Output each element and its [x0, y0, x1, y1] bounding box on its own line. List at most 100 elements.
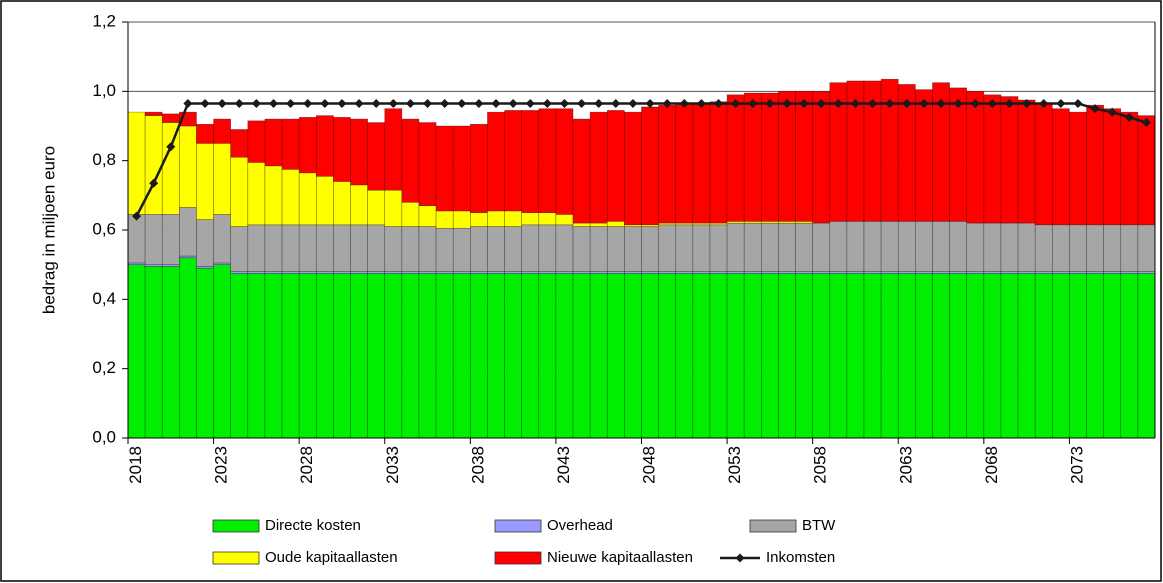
bar-segment [1120, 111, 1139, 226]
bar-segment [589, 111, 608, 224]
legend-label: BTW [802, 517, 836, 534]
bar-segment [915, 221, 933, 272]
bar-segment [692, 224, 711, 272]
bar-segment [606, 110, 625, 222]
bar-segment [1052, 224, 1070, 272]
bar-segment [589, 273, 608, 439]
line-marker [902, 98, 912, 108]
bar-segment [230, 226, 249, 272]
line-marker [1056, 98, 1066, 108]
bar-segment [452, 273, 471, 439]
bar-segment [452, 227, 471, 272]
line-marker [833, 98, 843, 108]
bar-segment [1103, 224, 1122, 272]
bar-segment [333, 224, 351, 272]
bar-segment [812, 222, 831, 272]
bar-segment [281, 224, 300, 272]
line-marker [508, 98, 518, 108]
bar-segment [606, 226, 625, 272]
line-marker [1005, 98, 1015, 108]
bar-segment [761, 273, 779, 439]
x-tick-label: 2063 [896, 446, 915, 484]
bar-segment [350, 224, 368, 272]
bar-segment [897, 273, 916, 439]
bar-segment [350, 273, 368, 439]
bar-segment [333, 117, 351, 182]
bar-segment [641, 106, 659, 226]
legend-swatch [212, 551, 260, 565]
bar-segment [1137, 115, 1156, 226]
bar-segment [966, 273, 985, 439]
x-tick-label: 2043 [554, 446, 573, 484]
bar-segment [795, 273, 813, 439]
bar-segment [1137, 224, 1156, 272]
bar-segment [213, 118, 231, 144]
bar-segment [298, 172, 317, 226]
bar-segment [624, 273, 642, 439]
bar-segment [504, 226, 522, 272]
line-marker [1073, 98, 1083, 108]
line-marker [559, 98, 569, 108]
bar-segment [983, 273, 1002, 439]
bar-segment [692, 273, 711, 439]
bar-segment [555, 108, 574, 215]
line-marker [354, 98, 364, 108]
line-marker [987, 98, 997, 108]
bar-segment [196, 267, 214, 439]
line-marker [765, 98, 775, 108]
bar-segment [778, 222, 796, 272]
bar-segment [384, 226, 403, 272]
x-tick-label: 2058 [811, 446, 830, 484]
bar-segment [435, 125, 454, 212]
bar-segment [743, 273, 762, 439]
bar-segment [812, 273, 831, 439]
bar-segment [350, 118, 368, 186]
bar-segment [1069, 111, 1087, 226]
bar-segment [333, 273, 351, 439]
bar-segment [692, 103, 711, 224]
bar-segment [435, 227, 454, 272]
line-marker [542, 98, 552, 108]
bar-segment [401, 226, 420, 272]
bar-segment [778, 273, 796, 439]
bar-segment [949, 87, 968, 222]
bar-segment [264, 118, 283, 167]
bar-segment [144, 115, 163, 215]
x-tick-label: 2033 [383, 446, 402, 484]
bar-segment [1034, 224, 1053, 272]
line-marker [405, 98, 415, 108]
line-marker [251, 98, 261, 108]
bar-segment [1120, 224, 1139, 272]
bar-segment [521, 212, 540, 226]
bar-segment [555, 214, 574, 226]
legend-label: Inkomsten [766, 549, 835, 566]
bar-segment [333, 181, 351, 226]
bar-segment [247, 162, 266, 226]
x-tick-label: 2048 [640, 446, 659, 484]
legend-label: Overhead [547, 517, 613, 534]
bar-segment [555, 224, 574, 272]
bar-segment [1034, 103, 1053, 226]
bar-segment [1000, 222, 1019, 272]
bar-segment [863, 273, 882, 439]
bar-segment [179, 257, 197, 439]
line-marker [303, 98, 313, 108]
legend-label: Oude kapitaallasten [265, 549, 398, 566]
bar-segment [452, 125, 471, 212]
bar-segment [709, 224, 728, 272]
bar-segment [658, 273, 677, 439]
bar-segment [812, 91, 831, 224]
bar-segment [606, 273, 625, 439]
bar-segment [367, 273, 386, 439]
bar-segment [264, 224, 283, 272]
bar-segment [675, 103, 694, 224]
bar-segment [401, 118, 420, 203]
bar-segment [915, 273, 933, 439]
line-marker [816, 98, 826, 108]
bar-segment [1069, 224, 1087, 272]
bar-segment [281, 118, 300, 170]
line-marker [919, 98, 929, 108]
bar-segment [915, 89, 933, 222]
bar-segment [880, 221, 899, 272]
line-marker [868, 98, 878, 108]
